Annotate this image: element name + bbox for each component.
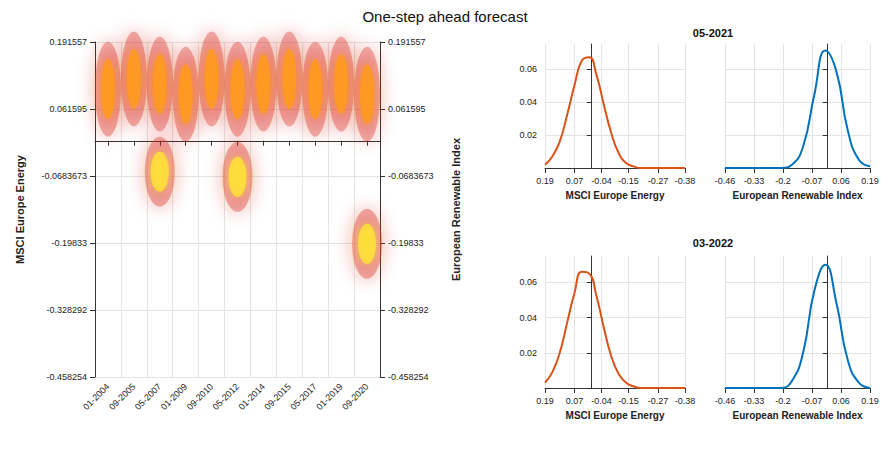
svg-text:-0.19833: -0.19833 — [51, 238, 87, 248]
svg-text:05-2007: 05-2007 — [133, 381, 163, 411]
svg-text:European Renewable Index: European Renewable Index — [732, 190, 862, 201]
svg-text:-0.46: -0.46 — [715, 176, 736, 186]
svg-text:-0.46: -0.46 — [715, 396, 736, 406]
svg-text:09-2015: 09-2015 — [262, 381, 292, 411]
svg-text:-0.328292: -0.328292 — [46, 305, 87, 315]
svg-text:0.19: 0.19 — [861, 176, 879, 186]
svg-text:09-2020: 09-2020 — [340, 381, 370, 411]
svg-text:09-2010: 09-2010 — [185, 381, 215, 411]
svg-text:0.06: 0.06 — [832, 396, 850, 406]
svg-text:0.04: 0.04 — [519, 97, 537, 107]
svg-text:-0.328292: -0.328292 — [388, 305, 429, 315]
svg-text:European Renewable Index: European Renewable Index — [450, 137, 462, 281]
svg-text:0.07: 0.07 — [566, 176, 584, 186]
svg-text:0.191557: 0.191557 — [49, 37, 87, 47]
svg-text:European Renewable Index: European Renewable Index — [732, 410, 862, 421]
svg-text:01-2019: 01-2019 — [314, 381, 344, 411]
svg-text:0.061595: 0.061595 — [49, 104, 87, 114]
svg-text:0.06: 0.06 — [519, 64, 537, 74]
svg-text:0.07: 0.07 — [566, 396, 584, 406]
svg-text:0.02: 0.02 — [519, 130, 537, 140]
svg-text:-0.0683673: -0.0683673 — [41, 171, 87, 181]
svg-text:-0.2: -0.2 — [775, 396, 791, 406]
svg-text:-0.04: -0.04 — [591, 396, 612, 406]
svg-text:-0.15: -0.15 — [618, 396, 639, 406]
svg-text:05-2017: 05-2017 — [288, 381, 318, 411]
svg-text:0.19: 0.19 — [536, 176, 554, 186]
svg-text:-0.38: -0.38 — [675, 176, 696, 186]
svg-text:01-2009: 01-2009 — [159, 381, 189, 411]
svg-text:MSCI Europe Energy: MSCI Europe Energy — [14, 154, 26, 264]
svg-text:03-2022: 03-2022 — [693, 237, 733, 249]
svg-text:0.06: 0.06 — [832, 176, 850, 186]
svg-text:09-2005: 09-2005 — [107, 381, 137, 411]
svg-text:-0.458254: -0.458254 — [46, 372, 87, 382]
svg-text:0.04: 0.04 — [519, 313, 537, 323]
svg-text:MSCI Europe Energy: MSCI Europe Energy — [566, 190, 665, 201]
svg-text:-0.04: -0.04 — [591, 176, 612, 186]
svg-text:-0.19833: -0.19833 — [388, 238, 424, 248]
svg-text:-0.15: -0.15 — [618, 176, 639, 186]
svg-text:0.02: 0.02 — [519, 348, 537, 358]
svg-text:05-2021: 05-2021 — [693, 27, 733, 39]
svg-text:-0.07: -0.07 — [802, 396, 823, 406]
svg-text:-0.27: -0.27 — [648, 176, 669, 186]
svg-text:One-step ahead forecast: One-step ahead forecast — [362, 8, 528, 25]
svg-text:-0.0683673: -0.0683673 — [388, 171, 434, 181]
svg-text:0.19: 0.19 — [861, 396, 879, 406]
svg-text:0.06: 0.06 — [519, 277, 537, 287]
svg-text:-0.07: -0.07 — [802, 176, 823, 186]
svg-text:-0.33: -0.33 — [744, 396, 765, 406]
svg-text:0.191557: 0.191557 — [388, 37, 426, 47]
svg-text:0.061595: 0.061595 — [388, 104, 426, 114]
svg-text:-0.33: -0.33 — [744, 176, 765, 186]
svg-text:-0.2: -0.2 — [775, 176, 791, 186]
svg-text:-0.458254: -0.458254 — [388, 372, 429, 382]
svg-text:-0.38: -0.38 — [675, 396, 696, 406]
svg-text:05-2012: 05-2012 — [211, 381, 241, 411]
svg-text:MSCI Europe Energy: MSCI Europe Energy — [566, 410, 665, 421]
svg-text:01-2004: 01-2004 — [81, 381, 111, 411]
svg-text:0.19: 0.19 — [536, 396, 554, 406]
svg-text:-0.27: -0.27 — [648, 396, 669, 406]
svg-text:01-2014: 01-2014 — [237, 381, 267, 411]
